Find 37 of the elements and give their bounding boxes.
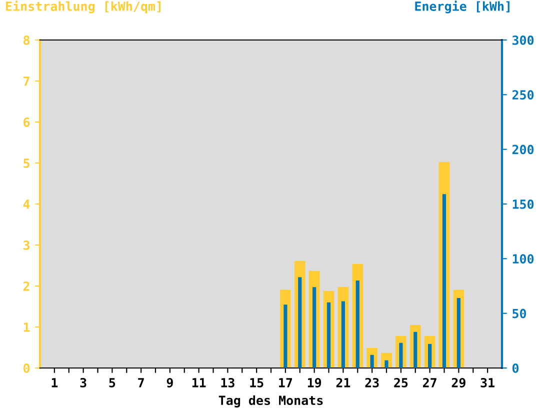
y-tick-label: 4 <box>23 200 30 209</box>
x-tick-label: 1 <box>52 378 58 388</box>
y2-tick-label: 300 <box>512 35 534 45</box>
y-tick-label: 0 <box>24 363 30 373</box>
x-tick-label: 19 <box>308 378 322 388</box>
y-tick-label: 3 <box>24 240 30 250</box>
y-tick-label: 6 <box>24 117 30 127</box>
x-axis-title: Tag des Monats <box>218 395 323 408</box>
bar <box>384 360 388 368</box>
x-tick-label: 9 <box>166 378 173 388</box>
y-tick-label: 2 <box>23 281 30 291</box>
y2-tick-label: 150 <box>512 199 534 209</box>
x-tick-label: 25 <box>394 378 408 388</box>
x-tick-label: 17 <box>279 378 292 388</box>
y-axis-title: Einstrahlung [kWh/qm] <box>6 0 160 14</box>
x-tick-label: 27 <box>422 378 436 388</box>
y-tick-label: 1 <box>24 322 30 332</box>
x-tick-label: 23 <box>365 378 379 388</box>
x-tick-label: 29 <box>452 378 466 388</box>
y2-tick-label: 50 <box>512 308 526 318</box>
x-tick-label: 15 <box>250 378 264 388</box>
y-tick-label: 7 <box>24 76 30 86</box>
y2-tick-label: 250 <box>512 90 534 100</box>
x-tick-label: 31 <box>480 378 494 388</box>
y2-tick-label: 0 <box>512 363 518 373</box>
y2-tick-label: 100 <box>512 254 534 264</box>
x-tick-label: 11 <box>192 378 206 388</box>
x-tick-label: 13 <box>221 378 234 388</box>
x-tick-label: 7 <box>138 378 144 388</box>
y-tick-label: 8 <box>24 35 30 45</box>
y2-tick-label: 200 <box>512 144 534 154</box>
y2-axis-title: Energie [kWh] <box>415 0 510 14</box>
y-tick-label: 5 <box>24 158 30 168</box>
x-tick-label: 5 <box>109 378 116 388</box>
bar <box>370 354 374 368</box>
x-tick-label: 21 <box>336 378 350 388</box>
x-tick-label: 3 <box>80 378 86 388</box>
